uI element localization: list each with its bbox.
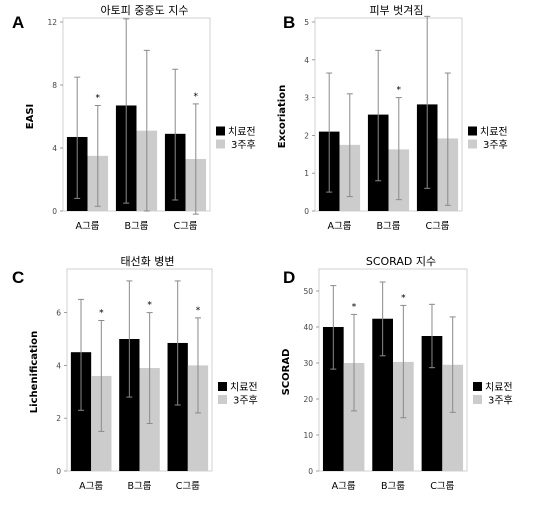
legend-label: 3주후 <box>483 139 508 151</box>
legend-swatch <box>473 382 482 391</box>
significance-marker: * <box>401 293 406 303</box>
bar-c-before-2 <box>167 342 188 471</box>
bar-c-after-2 <box>187 365 209 471</box>
significance-marker: * <box>352 302 357 312</box>
y-tick-label: 50 <box>303 287 313 296</box>
x-tick-label: A그룹 <box>76 221 100 232</box>
x-tick-label: A그룹 <box>332 481 356 492</box>
y-tick-label: 2 <box>56 414 61 423</box>
legend-swatch <box>216 139 225 149</box>
panel-letter: C <box>12 268 24 287</box>
y-tick-label: 8 <box>52 81 57 90</box>
chart-title: 피부 벗겨짐 <box>369 4 423 17</box>
legend-label: 3주후 <box>488 395 513 407</box>
chart-title: SCORAD 지수 <box>366 255 436 268</box>
y-tick-label: 20 <box>303 395 313 404</box>
x-tick-label: C그룹 <box>430 481 454 492</box>
y-axis-label: SCORAD <box>281 349 292 396</box>
x-tick-label: C그룹 <box>425 221 449 232</box>
chart-svg: D SCORAD 지수 SCORAD 0 10 20 30 40 50 * A그룹 * B그룹 C그룹 치료… <box>281 255 513 492</box>
bar-d-before-2 <box>421 336 443 471</box>
y-tick-label: 4 <box>304 56 309 65</box>
y-tick-label: 3 <box>304 94 309 103</box>
y-tick-label: 1 <box>304 169 309 178</box>
bar-d-before-1 <box>372 318 393 471</box>
chart-panel-a: A 아토피 중증도 지수 EASI 0 4 8 12 * A그룹 B그룹 * C그룹 치료전 3주후 <box>0 0 270 245</box>
significance-marker: * <box>194 92 199 102</box>
bar-d-after-0 <box>343 363 365 471</box>
chart-title: 아토피 중증도 지수 <box>101 4 189 17</box>
panel-letter: D <box>283 268 295 287</box>
y-tick-label: 40 <box>303 323 313 332</box>
x-tick-label: C그룹 <box>176 481 200 492</box>
legend-swatch <box>473 395 482 404</box>
bar-d-before-0 <box>322 327 344 471</box>
chart-panel-d: D SCORAD 지수 SCORAD 0 10 20 30 40 50 * A그룹 * B그룹 C그룹 치료… <box>275 247 547 509</box>
x-tick-label: A그룹 <box>79 481 103 492</box>
y-tick-label: 12 <box>47 18 57 27</box>
chart-title: 태선화 병변 <box>120 255 174 268</box>
legend-swatch <box>468 139 477 149</box>
legend-swatch <box>218 395 227 404</box>
bar-c-before-1 <box>119 339 140 471</box>
y-axis-label: Excoriation <box>277 85 288 148</box>
y-tick-label: 30 <box>303 359 313 368</box>
bar-d-after-2 <box>442 364 464 471</box>
legend-label: 치료전 <box>228 126 256 138</box>
chart-panel-c: C 태선화 병변 Lichenification 0 2 4 6 * A그룹 * B그룹 * C그룹 치료… <box>0 247 270 509</box>
x-tick-label: C그룹 <box>173 221 197 232</box>
y-tick-label: 0 <box>308 467 313 476</box>
legend-label: 3주후 <box>231 139 256 151</box>
significance-marker: * <box>397 86 402 96</box>
x-tick-label: B그룹 <box>381 481 405 492</box>
bar-c-before-0 <box>70 352 92 471</box>
y-tick-label: 4 <box>52 144 57 153</box>
y-axis-label: EASI <box>25 104 36 130</box>
y-tick-label: 2 <box>304 131 309 140</box>
chart-svg: C 태선화 병변 Lichenification 0 2 4 6 * A그룹 * B그룹 * C그룹 치료… <box>12 255 258 492</box>
legend-label: 치료전 <box>480 126 508 138</box>
panel-letter: A <box>12 13 24 32</box>
significance-marker: * <box>96 93 101 103</box>
significance-marker: * <box>196 306 201 316</box>
x-tick-label: B그룹 <box>125 221 149 232</box>
legend-label: 치료전 <box>485 382 513 394</box>
y-tick-label: 0 <box>52 207 57 216</box>
legend-label: 치료전 <box>230 382 258 394</box>
x-tick-label: B그룹 <box>377 221 401 232</box>
chart-panel-b: B 피부 벗겨짐 Excoriation 0 1 2 3 4 5 A그룹 * B그룹 C그룹 치료전 3주후 <box>275 0 547 245</box>
legend-label: 3주후 <box>233 395 258 407</box>
legend-swatch <box>216 126 225 136</box>
x-tick-label: B그룹 <box>128 481 152 492</box>
y-tick-label: 4 <box>56 361 61 370</box>
y-axis-label: Lichenification <box>29 331 40 413</box>
y-tick-label: 10 <box>303 431 313 440</box>
y-tick-label: 0 <box>56 467 61 476</box>
legend-swatch <box>468 126 477 136</box>
legend-swatch <box>218 382 227 391</box>
significance-marker: * <box>99 309 104 319</box>
significance-marker: * <box>147 301 152 311</box>
x-tick-label: A그룹 <box>328 221 352 232</box>
panel-letter: B <box>283 13 295 32</box>
y-tick-label: 0 <box>304 207 309 216</box>
y-tick-label: 5 <box>304 18 309 27</box>
y-tick-label: 6 <box>56 309 61 318</box>
